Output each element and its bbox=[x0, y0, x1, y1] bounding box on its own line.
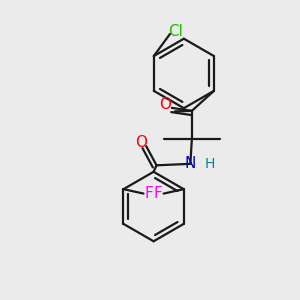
Text: O: O bbox=[135, 135, 147, 150]
Text: F: F bbox=[144, 186, 153, 201]
Text: N: N bbox=[185, 156, 196, 171]
Text: O: O bbox=[159, 97, 171, 112]
Text: H: H bbox=[205, 157, 215, 171]
Text: Cl: Cl bbox=[168, 23, 183, 38]
Text: F: F bbox=[154, 186, 163, 201]
